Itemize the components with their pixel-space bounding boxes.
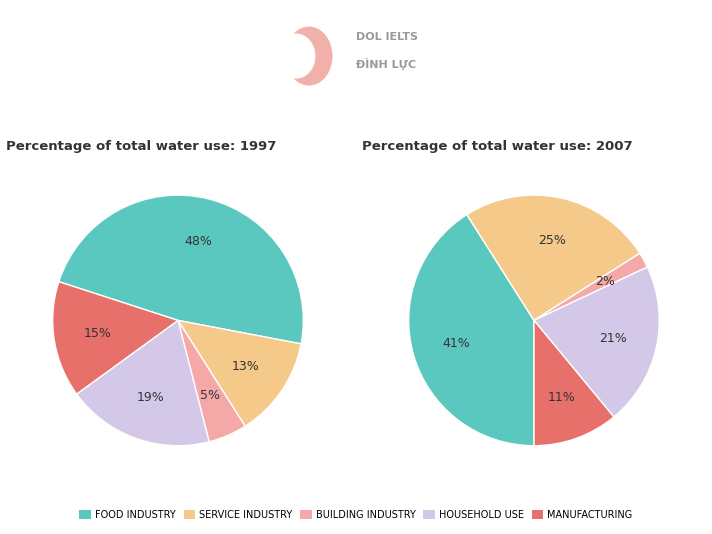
Text: 13%: 13% — [231, 360, 259, 373]
Wedge shape — [77, 320, 209, 446]
Text: 2%: 2% — [595, 274, 615, 288]
Text: Percentage of total water use: 1997: Percentage of total water use: 1997 — [6, 140, 276, 153]
Wedge shape — [178, 320, 245, 442]
Wedge shape — [534, 267, 659, 417]
Ellipse shape — [286, 27, 333, 85]
Wedge shape — [534, 253, 647, 320]
Wedge shape — [409, 215, 534, 446]
Text: ĐÌNH LỰC: ĐÌNH LỰC — [356, 58, 416, 70]
Text: 5%: 5% — [200, 389, 220, 402]
Text: 11%: 11% — [548, 390, 575, 404]
Legend: FOOD INDUSTRY, SERVICE INDUSTRY, BUILDING INDUSTRY, HOUSEHOLD USE, MANUFACTURING: FOOD INDUSTRY, SERVICE INDUSTRY, BUILDIN… — [75, 506, 637, 524]
Wedge shape — [59, 195, 303, 344]
Text: 41%: 41% — [442, 336, 470, 350]
Text: 15%: 15% — [83, 327, 112, 340]
Wedge shape — [467, 195, 640, 320]
Wedge shape — [178, 320, 301, 426]
Text: 21%: 21% — [600, 332, 627, 344]
Text: 19%: 19% — [137, 390, 164, 404]
Text: 25%: 25% — [538, 234, 566, 247]
Text: 48%: 48% — [184, 235, 212, 248]
Ellipse shape — [277, 34, 315, 78]
Wedge shape — [53, 281, 178, 394]
Text: Percentage of total water use: 2007: Percentage of total water use: 2007 — [362, 140, 632, 153]
Wedge shape — [534, 320, 614, 446]
Text: DOL IELTS: DOL IELTS — [356, 33, 418, 42]
